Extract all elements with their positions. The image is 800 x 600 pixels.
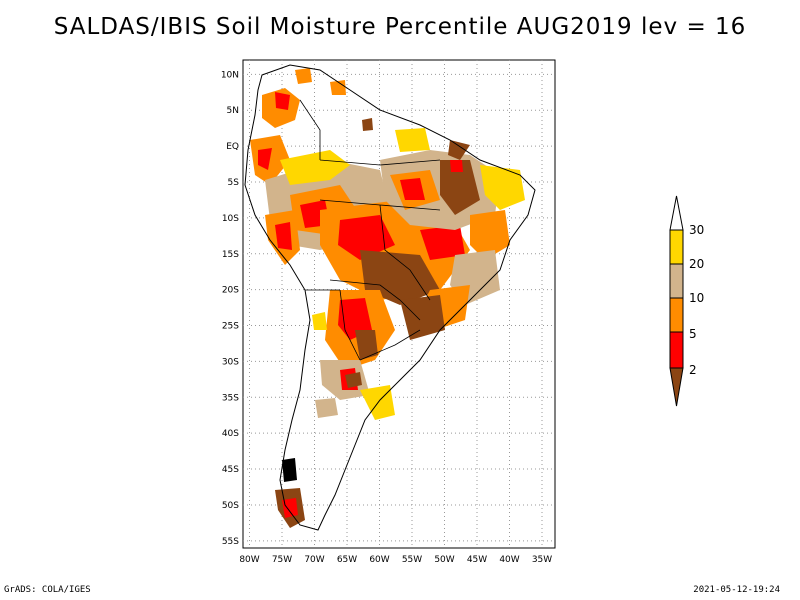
map-title: SALDAS/IBIS Soil Moisture Percentile AUG… (53, 14, 747, 40)
lat-tick-label: 20S (222, 286, 239, 296)
footer-credit: GrADS: COLA/IGES (4, 585, 91, 595)
lon-tick-label: 70W (304, 555, 324, 565)
lat-tick-label: 50S (222, 501, 239, 511)
lat-tick-label: 55S (222, 537, 239, 547)
colorbar-2-5 (669, 331, 684, 369)
lat-tick-label: 5N (227, 106, 239, 116)
lat-tick-label: 45S (222, 465, 239, 475)
lon-tick-label: 80W (239, 555, 259, 565)
percentile-shading (250, 68, 525, 528)
colorbar-above-30 (669, 195, 684, 231)
lon-tick-label: 55W (402, 555, 422, 565)
legend-label-2: 2 (689, 363, 697, 377)
lon-tick-label: 65W (337, 555, 357, 565)
axis-tick-labels: 80W 75W 70W 65W 60W 55W 50W 45W 40W 35W 10N 5N EQ 5S 1… (221, 70, 552, 565)
lat-tick-label: 25S (222, 322, 239, 332)
lat-tick-label: 15S (222, 250, 239, 260)
lon-tick-label: 60W (369, 555, 389, 565)
footer-timestamp: 2021-05-12-19:24 (693, 585, 780, 595)
legend-label-5: 5 (689, 327, 697, 341)
lat-tick-label: EQ (226, 142, 239, 152)
lon-tick-label: 40W (499, 555, 519, 565)
lon-tick-label: 50W (434, 555, 454, 565)
lat-tick-label: 5S (228, 178, 240, 188)
lon-tick-label: 75W (272, 555, 292, 565)
legend-label-10: 10 (689, 291, 704, 305)
south-america-coastline (244, 64, 536, 531)
colorbar-legend: 30 20 10 5 2 (669, 195, 704, 407)
colorbar-below-2 (669, 367, 684, 407)
country-borders (299, 99, 441, 361)
colorbar-10-20 (669, 263, 684, 299)
lat-tick-label: 35S (222, 393, 239, 403)
lat-tick-label: 40S (222, 429, 239, 439)
plot-frame (242, 59, 556, 549)
legend-label-30: 30 (689, 223, 704, 237)
lat-tick-label: 10N (221, 70, 239, 80)
lat-tick-label: 10S (222, 214, 239, 224)
legend-label-20: 20 (689, 257, 704, 271)
lon-tick-label: 35W (532, 555, 552, 565)
colorbar-20-30 (669, 229, 684, 265)
lat-tick-label: 30S (222, 357, 239, 367)
colorbar-5-10 (669, 297, 684, 333)
lon-tick-label: 45W (467, 555, 487, 565)
